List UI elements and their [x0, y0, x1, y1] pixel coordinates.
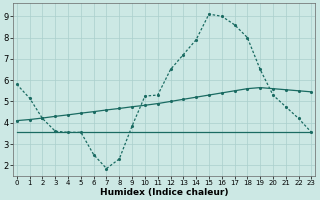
X-axis label: Humidex (Indice chaleur): Humidex (Indice chaleur) [100, 188, 228, 197]
